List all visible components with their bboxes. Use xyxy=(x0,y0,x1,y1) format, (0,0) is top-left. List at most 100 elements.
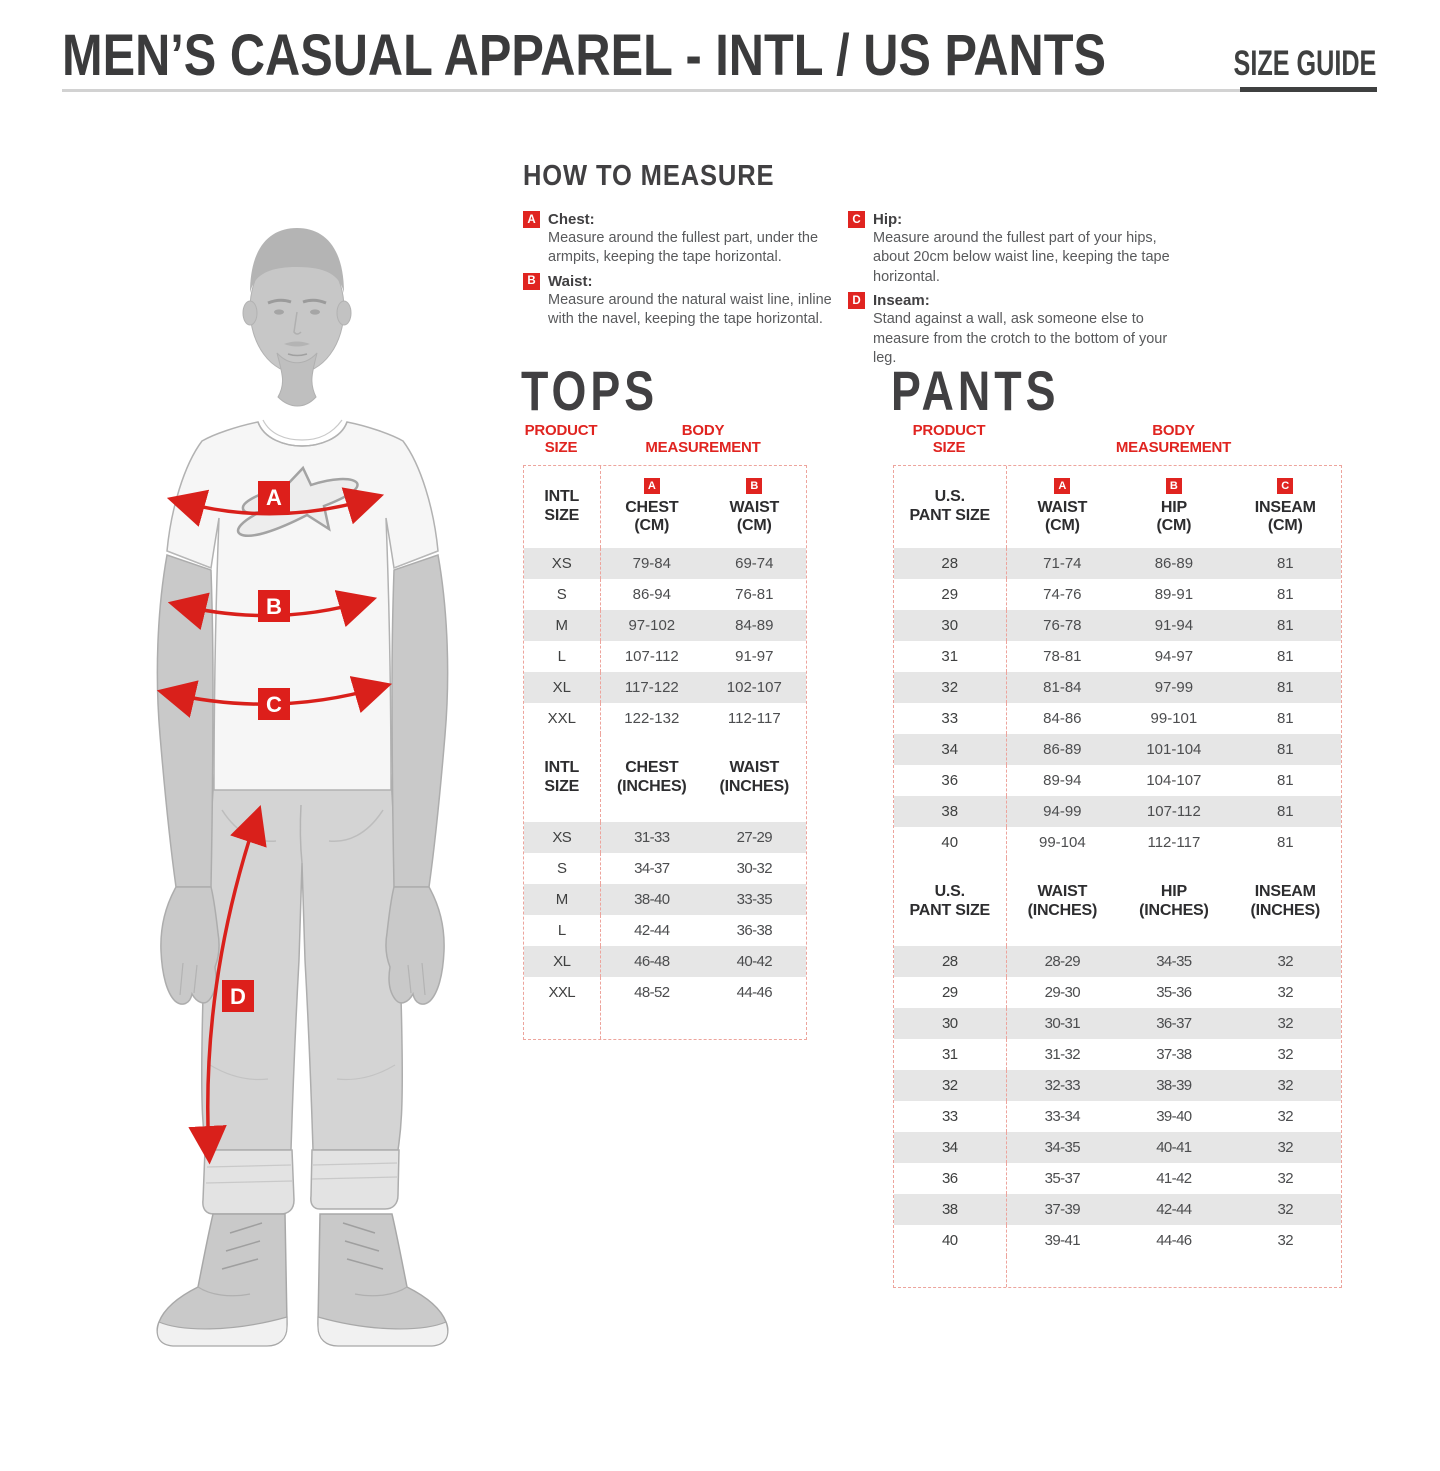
table-cell: 94-99 xyxy=(1043,802,1082,820)
table-cell: 81 xyxy=(1276,771,1294,789)
inseam-badge-icon: C xyxy=(1277,477,1294,494)
table-cell: 38 xyxy=(894,795,1007,827)
divider-dark-segment xyxy=(1240,87,1377,92)
table-cell: 34-35 xyxy=(1044,1138,1081,1156)
table-cell: 32 xyxy=(1277,1045,1294,1063)
table-cell: 33-35 xyxy=(736,890,773,908)
table-cell: 35-36 xyxy=(1156,983,1192,1001)
table-cell: 38 xyxy=(894,1193,1007,1225)
table-cell: 86-89 xyxy=(1154,554,1194,572)
figure-left-arm xyxy=(156,554,220,1005)
table-row: S 34-37 30-32 xyxy=(524,852,806,884)
table-cell: 99-104 xyxy=(1038,833,1086,851)
table-row: 40 99-104 112-117 81 xyxy=(894,826,1341,858)
pants-inches-rows: 28 28-29 34-35 32 29 29-30 35-36 32 30 30-31 36-37… xyxy=(894,945,1341,1256)
svg-text:C: C xyxy=(266,692,282,717)
table-cell: 81 xyxy=(1276,554,1294,572)
hip-badge-icon: B xyxy=(1165,477,1182,494)
table-cell: 40-42 xyxy=(736,952,773,970)
table-cell: 32 xyxy=(1277,1200,1294,1218)
table-row: 40 39-41 44-46 32 xyxy=(894,1224,1341,1256)
table-cell: 101-104 xyxy=(1146,740,1202,758)
table-row: 38 94-99 107-112 81 xyxy=(894,795,1341,827)
table-cell: 29-30 xyxy=(1044,983,1081,1001)
table-row: XL 117-122 102-107 xyxy=(524,671,806,703)
table-cell: 74-76 xyxy=(1043,585,1082,603)
table-cell: 48-52 xyxy=(634,983,670,1001)
table-cell: 38-40 xyxy=(634,890,670,908)
table-row: XXL 48-52 44-46 xyxy=(524,976,806,1008)
how-to-measure-heading: HOW TO MEASURE xyxy=(523,160,775,192)
table-cell: 32 xyxy=(1277,1107,1294,1125)
table-cell: 31-33 xyxy=(634,828,670,846)
table-cell: 40 xyxy=(894,1224,1007,1256)
table-cell: 89-91 xyxy=(1154,585,1194,603)
table-cell: 102-107 xyxy=(726,678,782,696)
tops-body-measurement-header: BODY MEASUREMENT xyxy=(645,422,761,457)
figure-jean-cuffs xyxy=(202,1149,400,1215)
table-row: 36 89-94 104-107 81 xyxy=(894,764,1341,796)
table-cell: 112-117 xyxy=(727,709,781,727)
measure-item-waist: B Waist: Measure around the natural wais… xyxy=(523,272,835,330)
measure-item-hip: C Hip: Measure around the fullest part o… xyxy=(848,211,1193,287)
tops-product-size-header: PRODUCT SIZE xyxy=(524,422,598,457)
table-cell: 84-86 xyxy=(1043,709,1082,727)
table-cell: 84-89 xyxy=(735,616,774,634)
table-cell: 34 xyxy=(894,733,1007,765)
figure-head xyxy=(242,228,352,387)
table-cell: 97-99 xyxy=(1154,678,1194,696)
table-cell: 76-81 xyxy=(735,585,774,603)
table-row: M 97-102 84-89 xyxy=(524,609,806,641)
tops-heading: TOPS xyxy=(521,359,659,422)
chest-badge-icon: A xyxy=(643,477,660,494)
waist-badge-icon: B xyxy=(523,272,540,290)
table-row: 32 32-33 38-39 32 xyxy=(894,1069,1341,1101)
table-cell: 31 xyxy=(894,1038,1007,1070)
table-row: 32 81-84 97-99 81 xyxy=(894,671,1341,703)
svg-text:D: D xyxy=(230,984,246,1009)
table-cell: 40 xyxy=(894,826,1007,858)
table-cell: 36 xyxy=(894,764,1007,796)
svg-text:A: A xyxy=(266,485,282,510)
measure-item-chest: A Chest: Measure around the fullest part… xyxy=(523,211,835,268)
table-row: 33 84-86 99-101 81 xyxy=(894,702,1341,734)
figure-jeans xyxy=(200,774,404,1151)
table-cell: 32 xyxy=(1277,1076,1294,1094)
pants-table: U.S. PANT SIZE A WAIST (CM) B HIP (CM) C IN… xyxy=(893,464,1342,1288)
table-cell: 32-33 xyxy=(1044,1076,1081,1094)
table-cell: 29 xyxy=(894,976,1007,1008)
table-cell: 33-34 xyxy=(1044,1107,1081,1125)
how-to-measure-col-right: C Hip: Measure around the fullest part o… xyxy=(848,211,1193,374)
table-cell: 89-94 xyxy=(1043,771,1082,789)
table-cell: 44-46 xyxy=(736,983,773,1001)
table-cell: 86-94 xyxy=(632,585,671,603)
table-cell: 117-122 xyxy=(624,678,679,696)
table-cell: 28 xyxy=(894,945,1007,977)
table-cell: 99-101 xyxy=(1150,709,1198,727)
table-row: 33 33-34 39-40 32 xyxy=(894,1100,1341,1132)
table-cell: XL xyxy=(524,671,601,703)
table-row: 34 34-35 40-41 32 xyxy=(894,1131,1341,1163)
figure-neck xyxy=(276,352,318,407)
table-cell: 42-44 xyxy=(1156,1200,1192,1218)
tops-cm-rows: XS 79-84 69-74 S 86-94 76-81 M 97-102 84-89 L 107-… xyxy=(524,547,806,734)
tops-inches-subheader: INTL SIZE CHEST (INCHES) WAIST (INCHES) xyxy=(524,733,806,822)
table-cell: 44-46 xyxy=(1156,1231,1192,1249)
table-row: 38 37-39 42-44 32 xyxy=(894,1193,1341,1225)
table-cell: 112-117 xyxy=(1147,833,1201,851)
table-cell: 32 xyxy=(1277,1169,1294,1187)
table-cell: 34-37 xyxy=(634,859,670,877)
table-cell: 30-32 xyxy=(736,859,773,877)
chest-badge-icon: A xyxy=(523,211,540,228)
figure-right-shoe xyxy=(317,1213,449,1347)
table-cell: 37-39 xyxy=(1044,1200,1081,1218)
size-guide-label: SIZE GUIDE xyxy=(1233,44,1376,83)
waist-badge-icon: A xyxy=(1054,477,1071,494)
table-cell: 81 xyxy=(1276,833,1294,851)
tops-inches-rows: XS 31-33 27-29 S 34-37 30-32 M 38-40 33-35 L 42-44… xyxy=(524,821,806,1008)
table-cell: 32 xyxy=(1277,952,1294,970)
male-figure-illustration: A B C D xyxy=(156,228,449,1347)
table-cell: 76-78 xyxy=(1043,616,1082,634)
table-cell: 33 xyxy=(894,702,1007,734)
header-divider xyxy=(62,87,1377,92)
